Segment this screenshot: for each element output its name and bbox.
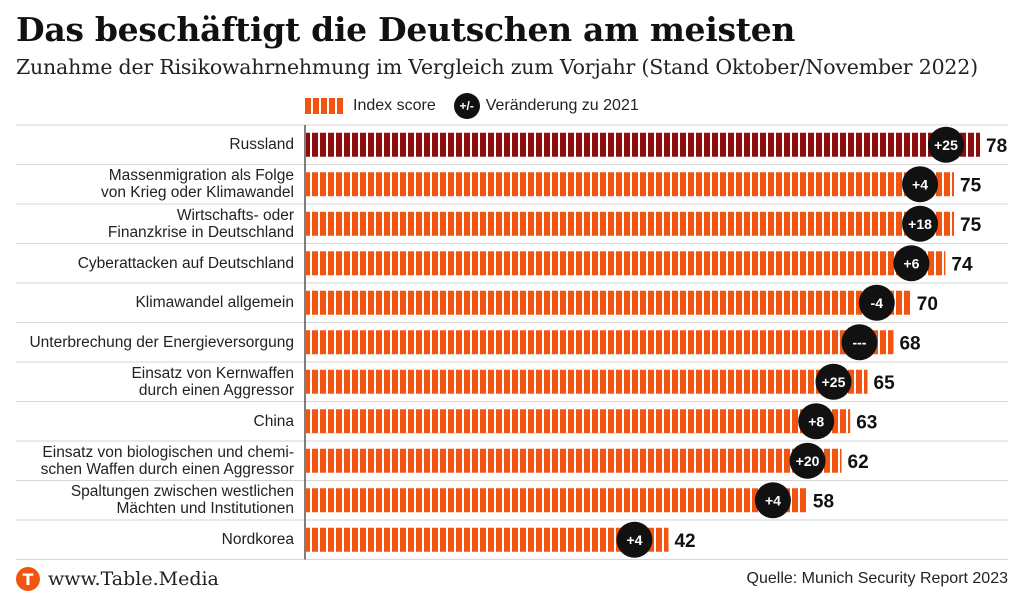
change-label: +20 (796, 453, 820, 469)
change-badge (841, 324, 878, 361)
category-label-line: Massenmigration als Folge (108, 167, 294, 185)
value-label: 65 (874, 373, 896, 394)
category-label-line: von Krieg oder Klimawandel (101, 184, 294, 202)
category-label: Einsatz von Kernwaffen durch einen Aggres… (131, 365, 294, 399)
value-label: 42 (674, 531, 695, 552)
category-label: Spaltungen zwischen westlichen Mächten un… (71, 483, 294, 517)
value-label: 63 (856, 412, 877, 433)
bar (306, 211, 955, 236)
category-label: China (254, 413, 295, 430)
category-label-line: durch einen Aggressor (138, 381, 294, 399)
category-label: Russland (229, 136, 294, 153)
change-label: +4 (765, 492, 781, 508)
bar (306, 369, 868, 394)
category-label: Cyberattacken auf Deutschland (78, 255, 294, 272)
source-note: Quelle: Munich Security Report 2023 (746, 570, 1008, 587)
category-label-line: Unterbrechung der Energieversorgung (29, 333, 294, 351)
bar (306, 251, 946, 276)
bar (306, 448, 842, 473)
change-label: +18 (908, 216, 932, 232)
category-label-line: Cyberattacken auf Deutschland (77, 254, 294, 272)
value-label: 58 (813, 491, 834, 512)
table-media-logo: T (16, 567, 40, 591)
legend: Index score +/- Veränderung zu 2021 (305, 93, 639, 119)
change-badge (902, 205, 939, 242)
change-badge (798, 403, 835, 440)
category-label: Nordkorea (222, 531, 294, 548)
category-label-line: Mächten und Institutionen (116, 500, 294, 518)
value-label: 75 (960, 175, 982, 196)
change-badge (893, 245, 930, 282)
change-label: +6 (903, 255, 919, 271)
category-label-line: China (253, 412, 295, 430)
legend-index-label: Index score (353, 97, 436, 114)
bar (306, 488, 807, 513)
bar (306, 527, 669, 552)
value-label: 62 (848, 452, 869, 473)
bar (306, 290, 911, 315)
legend-change-badge: +/- (453, 93, 480, 119)
value-label: 74 (951, 254, 973, 275)
footer-brand[interactable]: T www.Table.Media (16, 567, 219, 591)
change-label: +4 (912, 176, 928, 192)
brand-link[interactable]: www.Table.Media (48, 568, 219, 590)
change-label: -4 (871, 295, 884, 311)
change-badge (815, 363, 852, 400)
change-badge (754, 482, 791, 519)
category-label: Einsatz von biologischen und chemi-schen… (41, 444, 294, 478)
change-badge (858, 284, 895, 321)
category-label-line: schen Waffen durch einen Aggressor (40, 460, 294, 478)
category-label-line: Wirtschafts- oder (176, 206, 294, 224)
bar (306, 330, 894, 355)
value-label: 78 (986, 136, 1007, 157)
category-label-line: Klimawandel allgemein (135, 294, 294, 312)
category-label: Klimawandel allgemein (135, 294, 294, 311)
change-badge (928, 126, 964, 163)
bar (306, 172, 955, 197)
change-label: +25 (822, 374, 846, 390)
value-label: 68 (899, 333, 920, 354)
chart-title: Das beschäftigt die Deutschen am meisten (16, 10, 796, 49)
category-label-line: Russland (229, 136, 294, 154)
category-label: Unterbrechung der Energieversorgung (29, 334, 294, 351)
category-label-line: Einsatz von Kernwaffen (131, 364, 294, 382)
change-label: --- (852, 334, 866, 350)
change-label: +8 (808, 413, 824, 429)
change-label: +25 (934, 137, 958, 153)
change-badge (616, 521, 653, 558)
change-badge (789, 442, 826, 479)
change-badge (902, 166, 939, 203)
category-label-line: Einsatz von biologischen und chemi- (42, 443, 294, 461)
category-label-line: Finanzkrise in Deutschland (107, 223, 294, 241)
value-label: 70 (917, 294, 938, 315)
legend-change-label: Veränderung zu 2021 (485, 97, 639, 114)
category-label-line: Spaltungen zwischen westlichen (70, 483, 294, 501)
bar (306, 132, 980, 157)
category-label: Wirtschafts- oder Finanzkrise in Deutschl… (108, 207, 294, 241)
category-label: Massenmigration als Folge von Krieg oder … (101, 167, 294, 201)
category-label-line: Nordkorea (221, 531, 294, 549)
change-label: +4 (626, 532, 642, 548)
chart-subtitle: Zunahme der Risikowahrnehmung im Verglei… (16, 55, 978, 79)
legend-index-swatch (305, 98, 345, 114)
bar (306, 409, 851, 434)
value-label: 75 (960, 215, 982, 236)
